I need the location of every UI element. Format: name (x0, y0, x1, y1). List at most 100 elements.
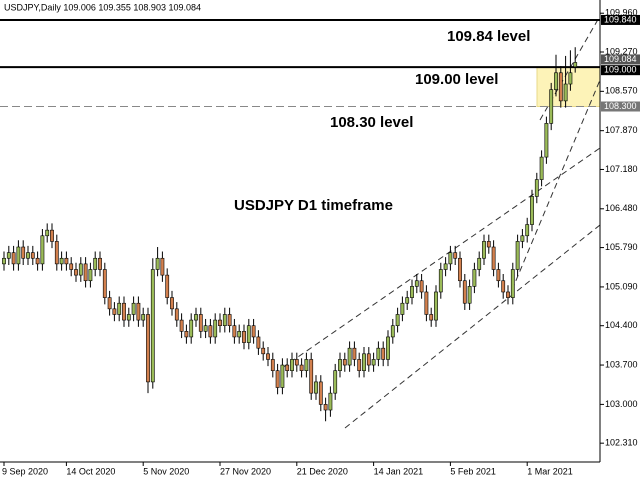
candle-body (371, 359, 376, 366)
candle-body (131, 302, 136, 315)
y-tick-label: 103.000 (605, 399, 638, 409)
candle-body (333, 370, 338, 394)
candle-body (237, 331, 242, 338)
candle-body (381, 347, 386, 360)
candle-body (102, 269, 107, 298)
x-tick-label: 14 Oct 2020 (66, 466, 115, 476)
candle-body (256, 336, 261, 349)
candle-body (462, 280, 467, 304)
candle-body (482, 241, 486, 259)
candle-body (117, 302, 122, 315)
candle-body (491, 246, 496, 270)
price-box (601, 14, 640, 25)
candle-body (539, 156, 544, 180)
y-tick-label: 106.480 (605, 203, 638, 213)
candle-body (16, 246, 21, 265)
candle-body (136, 302, 141, 321)
candle-body (357, 359, 362, 371)
candle-body (74, 269, 78, 276)
candle-body (400, 302, 405, 315)
candle-body (525, 224, 530, 237)
candle-body (520, 235, 525, 242)
candle-body (107, 297, 112, 310)
x-tick-label: 27 Nov 2020 (220, 466, 271, 476)
candle-body (544, 123, 549, 158)
candle-body (165, 274, 170, 298)
candle-body (506, 291, 510, 298)
candle-body (242, 331, 246, 343)
candle-body (501, 280, 506, 293)
candle-body (203, 325, 208, 332)
candle-body (218, 319, 222, 327)
candle-body (419, 280, 424, 293)
trend-line (344, 224, 601, 429)
candle-body (338, 359, 342, 371)
candle-body (386, 336, 390, 360)
level-annotation: 108.30 level (330, 114, 413, 131)
x-tick-label: 5 Nov 2020 (143, 466, 189, 476)
y-tick-label: 109.960 (605, 8, 638, 18)
candle-body (179, 319, 184, 332)
candle-body (126, 314, 131, 321)
candle-body (280, 364, 285, 388)
candle-body (198, 314, 203, 332)
price-box-label: 109.840 (604, 14, 637, 24)
price-box (601, 101, 640, 112)
x-tick-label: 5 Feb 2021 (450, 466, 496, 476)
y-tick-label: 109.270 (605, 46, 638, 56)
candle-body (405, 297, 410, 304)
candle-body (568, 72, 573, 85)
x-tick-label: 14 Jan 2021 (374, 466, 424, 476)
candle-body (35, 257, 40, 265)
x-tick-label: 21 Dec 2020 (297, 466, 348, 476)
candle-body (309, 359, 314, 394)
candle-body (328, 392, 333, 411)
candle-body (270, 359, 275, 371)
candle-body (213, 319, 218, 338)
candle-body (174, 308, 179, 321)
candle-body (443, 263, 448, 270)
candle-body (141, 314, 146, 321)
candle-body (208, 325, 213, 338)
candle-body (150, 269, 155, 383)
candle-body (342, 359, 347, 366)
candle-body (45, 229, 50, 237)
candle-body (40, 235, 45, 265)
y-tick-label: 104.400 (605, 320, 638, 330)
candle-body (222, 314, 227, 327)
candle-body (390, 325, 395, 338)
price-box-label: 109.000 (604, 65, 637, 75)
candle-body (6, 252, 11, 259)
x-tick-label: 1 Mar 2021 (527, 466, 573, 476)
candle-body (2, 257, 6, 265)
chart-title: USDJPY,Daily 109.006 109.355 108.903 109… (4, 2, 201, 12)
candle-body (294, 359, 299, 366)
candle-body (160, 257, 165, 276)
candle-body (146, 314, 150, 383)
candle-body (477, 257, 482, 270)
y-tick-label: 105.090 (605, 281, 638, 291)
candle-body (50, 229, 54, 242)
candle-body (448, 252, 453, 265)
candle-body (438, 269, 443, 293)
trend-line (281, 147, 601, 369)
candle-body (472, 269, 477, 287)
candle-body (323, 404, 328, 411)
candle-body (64, 257, 69, 265)
annotation: USDJPY D1 timeframe (234, 197, 393, 214)
level-annotation: 109.84 level (447, 28, 530, 45)
candle-body (78, 263, 83, 276)
candle-body (558, 72, 563, 102)
x-tick-label: 9 Sep 2020 (2, 466, 48, 476)
candle-body (184, 331, 189, 338)
candle-body (366, 353, 371, 366)
candle-body (496, 269, 501, 282)
candle-body (251, 325, 256, 338)
candle-body (122, 302, 126, 321)
candle-body (54, 241, 59, 265)
candle-body (290, 359, 294, 371)
price-box-label: 108.300 (604, 101, 637, 111)
candle-body (93, 257, 98, 270)
candle-body (59, 257, 64, 265)
candle-body (549, 89, 554, 124)
